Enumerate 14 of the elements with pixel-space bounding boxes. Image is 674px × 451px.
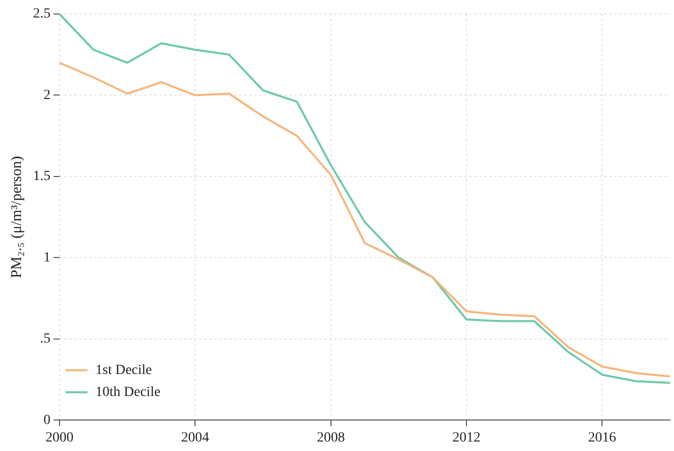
y-axis-title: PM₂.₅ (μ/m³/person) <box>8 156 25 278</box>
y-tick-label: 2 <box>44 88 50 103</box>
y-tick-label: 0 <box>44 412 50 428</box>
legend-label: 10th Decile <box>96 384 160 400</box>
y-tick-label: 2.5 <box>33 6 50 22</box>
x-tick-label: 2008 <box>316 430 345 446</box>
y-tick-label: .5 <box>40 332 50 347</box>
y-tick-label: 1.5 <box>33 169 50 184</box>
x-tick-label: 2016 <box>588 430 616 446</box>
x-tick-label: 2000 <box>46 430 74 446</box>
y-tick-label: 1 <box>44 250 50 266</box>
x-tick-label: 2012 <box>452 430 480 446</box>
x-tick-label: 2004 <box>181 430 210 446</box>
legend-label: 1st Decile <box>96 362 152 378</box>
